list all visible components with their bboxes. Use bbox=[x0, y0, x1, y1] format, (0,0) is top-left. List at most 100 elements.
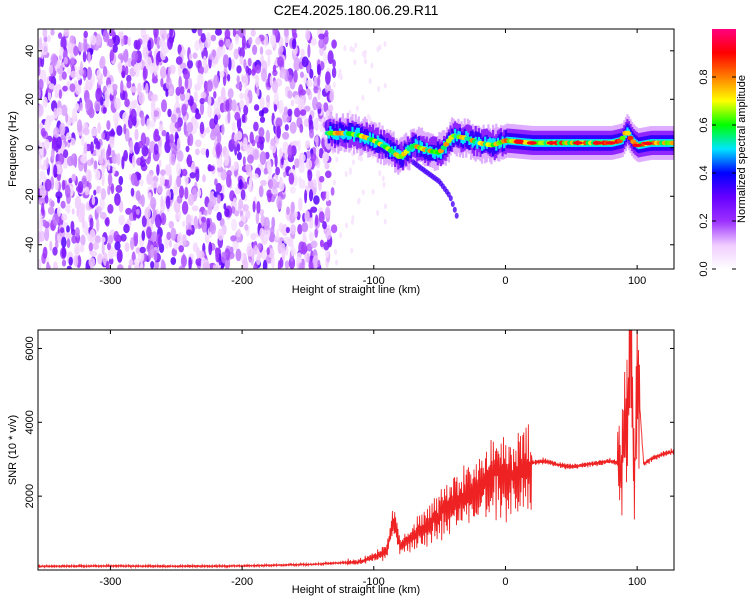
heatmap-cell bbox=[38, 157, 42, 170]
heatmap-cell bbox=[257, 242, 262, 250]
heatmap-cell bbox=[70, 220, 75, 232]
heatmap-cell bbox=[283, 106, 288, 116]
heatmap-cell bbox=[96, 69, 101, 78]
heatmap-cell bbox=[74, 84, 82, 95]
heatmap-cell bbox=[356, 127, 359, 136]
heatmap-cell bbox=[371, 133, 375, 142]
heatmap-cell bbox=[160, 259, 165, 269]
heatmap-cell bbox=[61, 236, 67, 249]
heatmap-cell bbox=[42, 96, 48, 108]
heatmap-cell bbox=[285, 226, 290, 234]
heatmap-cell bbox=[79, 102, 83, 111]
heatmap-cell bbox=[290, 201, 295, 214]
heatmap-cell bbox=[139, 246, 146, 254]
heatmap-cell bbox=[290, 244, 295, 257]
heatmap-cell bbox=[48, 83, 55, 90]
heatmap-cell bbox=[150, 197, 157, 210]
heatmap-cell bbox=[305, 140, 311, 149]
heatmap-cell bbox=[233, 48, 239, 60]
heatmap-cell bbox=[124, 242, 130, 252]
heatmap-cell bbox=[490, 138, 493, 147]
heatmap-cell bbox=[208, 241, 213, 256]
heatmap-cell bbox=[70, 70, 77, 78]
heatmap-cell bbox=[304, 105, 311, 112]
colorbar-gradient bbox=[712, 29, 736, 269]
heatmap-cell bbox=[107, 185, 111, 196]
heatmap-cell bbox=[130, 108, 137, 123]
heatmap-y-label: Frequency (Hz) bbox=[7, 111, 19, 187]
heatmap-cell bbox=[123, 123, 127, 135]
heatmap-cell bbox=[343, 45, 347, 52]
heatmap-cell bbox=[255, 74, 260, 88]
heatmap-cell bbox=[452, 206, 457, 213]
heatmap-cell bbox=[139, 179, 144, 187]
heatmap-x-tick-label: -300 bbox=[99, 275, 121, 287]
heatmap-cell bbox=[503, 140, 506, 149]
heatmap-cell bbox=[171, 144, 178, 157]
heatmap-cell bbox=[239, 47, 245, 59]
heatmap-cell bbox=[184, 77, 189, 89]
snr-panel: -300 -200 -100 0 100 2000 4000 6000 Height of … bbox=[7, 329, 675, 596]
heatmap-cell bbox=[133, 64, 139, 73]
heatmap-cell bbox=[378, 44, 382, 51]
heatmap-cell bbox=[238, 220, 244, 228]
heatmap-cell bbox=[327, 50, 334, 65]
heatmap-cell bbox=[287, 90, 293, 99]
heatmap-cell bbox=[252, 173, 259, 180]
heatmap-cell bbox=[147, 192, 152, 201]
heatmap-cell bbox=[140, 114, 146, 127]
heatmap-cell bbox=[247, 57, 252, 67]
heatmap-cell bbox=[324, 83, 331, 94]
heatmap-cell bbox=[63, 29, 70, 37]
heatmap-cell bbox=[227, 88, 234, 99]
heatmap-cell bbox=[97, 78, 103, 86]
heatmap-cell bbox=[383, 218, 387, 225]
snr-x-tick-label: 0 bbox=[502, 576, 508, 588]
heatmap-cell bbox=[99, 57, 104, 69]
heatmap-cell bbox=[60, 104, 68, 117]
heatmap-cell bbox=[248, 36, 253, 46]
heatmap-cell bbox=[448, 195, 453, 202]
heatmap-cell bbox=[216, 211, 222, 221]
heatmap-cell bbox=[95, 87, 103, 102]
heatmap-cell bbox=[330, 224, 338, 234]
heatmap-cell bbox=[307, 44, 311, 58]
heatmap-cell bbox=[263, 34, 269, 47]
heatmap-cell bbox=[319, 175, 325, 183]
heatmap-cell bbox=[81, 135, 85, 147]
heatmap-cell bbox=[278, 46, 283, 58]
heatmap-cell bbox=[325, 170, 332, 179]
heatmap-cell bbox=[113, 35, 120, 46]
heatmap-cell bbox=[300, 71, 304, 79]
heatmap-cell bbox=[91, 73, 95, 87]
heatmap-cell bbox=[194, 40, 200, 51]
heatmap-cell bbox=[193, 215, 198, 230]
heatmap-cell bbox=[47, 206, 55, 215]
heatmap-cell bbox=[203, 209, 208, 216]
heatmap-cell bbox=[546, 141, 557, 145]
heatmap-cell bbox=[243, 104, 249, 116]
heatmap-cell bbox=[146, 226, 152, 239]
heatmap-cell bbox=[141, 215, 147, 228]
heatmap-cell bbox=[66, 265, 72, 269]
heatmap-cell bbox=[232, 197, 237, 208]
heatmap-cell bbox=[318, 33, 325, 40]
heatmap-cell bbox=[61, 71, 67, 80]
heatmap-cell bbox=[107, 162, 111, 171]
heatmap-cell bbox=[240, 189, 246, 201]
heatmap-cell bbox=[87, 51, 91, 64]
heatmap-cell bbox=[313, 118, 319, 130]
heatmap-cell bbox=[194, 139, 202, 148]
heatmap-cell bbox=[95, 34, 102, 46]
heatmap-cell bbox=[74, 195, 82, 210]
snr-x-tick-label: 100 bbox=[628, 576, 646, 588]
heatmap-cell bbox=[414, 138, 417, 147]
heatmap-cell bbox=[308, 231, 314, 242]
heatmap-cell bbox=[165, 89, 169, 97]
heatmap-cell bbox=[246, 144, 253, 154]
heatmap-cell bbox=[153, 249, 158, 262]
heatmap-cell bbox=[300, 242, 307, 255]
heatmap-cell bbox=[331, 39, 337, 49]
